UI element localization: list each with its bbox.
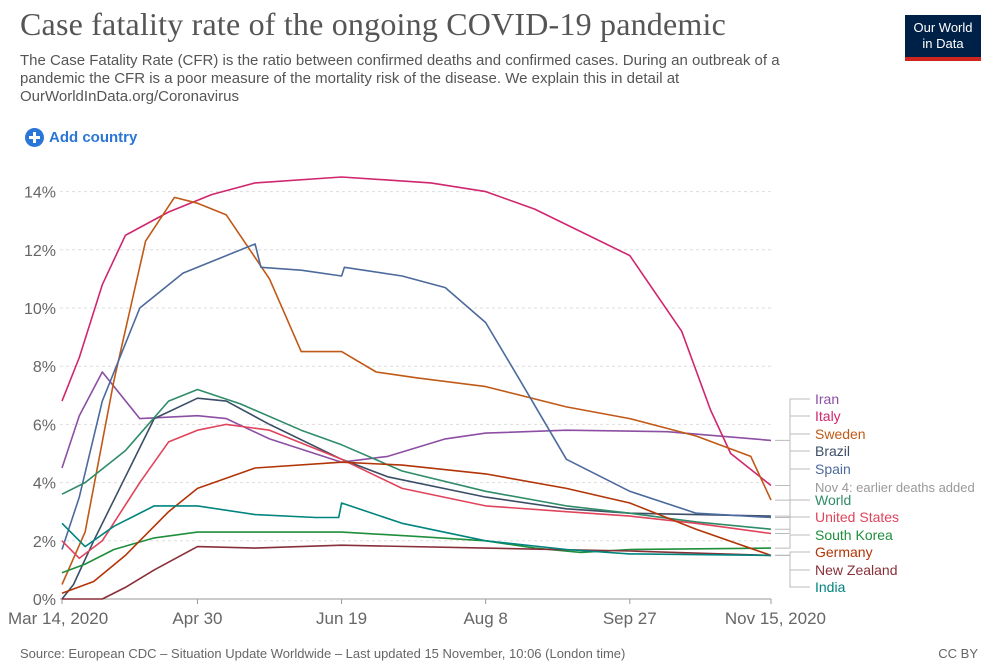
series-line-india	[61, 502, 772, 557]
series-line-united-states	[61, 423, 772, 560]
legend-connector	[775, 433, 810, 501]
legend-label-india: India	[815, 579, 846, 595]
annotation-note: Nov 4: earlier deaths added	[815, 480, 975, 495]
legend-label-world: World	[815, 492, 851, 508]
y-tick-label: 8%	[33, 359, 56, 376]
license-link[interactable]: CC BY	[938, 646, 978, 661]
legend-connector	[775, 551, 810, 556]
x-tick-label: Nov 15, 2020	[725, 609, 826, 628]
legend-connector	[775, 516, 810, 534]
series-line-brazil	[61, 397, 772, 600]
series-line-italy	[61, 176, 772, 487]
series-line-south-korea	[61, 531, 772, 574]
series-line-spain	[61, 243, 772, 550]
source-note: Source: European CDC – Situation Update …	[20, 646, 626, 661]
legend-label-sweden: Sweden	[815, 426, 866, 442]
y-tick-label: 14%	[24, 185, 56, 202]
series-line-germany	[61, 461, 772, 594]
legend-label-south-korea: South Korea	[815, 527, 893, 543]
legend-connector	[775, 534, 810, 549]
legend-label-brazil: Brazil	[815, 443, 850, 459]
y-tick-label: 12%	[24, 243, 56, 260]
add-country-label: Add country	[49, 129, 138, 146]
legend-connector	[775, 499, 810, 530]
legend-label-germany: Germany	[815, 544, 873, 560]
y-tick-label: 2%	[33, 534, 56, 551]
logo-line-2: in Data	[922, 36, 964, 51]
x-tick-label: Jun 19	[316, 609, 367, 628]
legend-label-spain: Spain	[815, 461, 851, 477]
x-tick-label: Aug 8	[463, 609, 507, 628]
legend-connector	[775, 468, 810, 518]
legend-connector	[775, 554, 810, 588]
legend-label-new-zealand: New Zealand	[815, 562, 898, 578]
y-tick-label: 0%	[33, 592, 56, 609]
legend-label-united-states: United States	[815, 509, 899, 525]
x-tick-label: Apr 30	[172, 609, 222, 628]
series-line-new-zealand	[62, 544, 772, 600]
y-tick-label: 6%	[33, 417, 56, 434]
y-tick-label: 4%	[33, 476, 56, 493]
series-line-world	[61, 388, 772, 530]
x-tick-label: Mar 14, 2020	[8, 609, 108, 628]
add-country-button[interactable]: Add country	[25, 128, 137, 147]
chart-subtitle: The Case Fatality Rate (CFR) is the rati…	[20, 52, 780, 105]
x-tick-label: Sep 27	[603, 609, 657, 628]
series-line-iran	[61, 371, 772, 469]
legend-connector	[775, 554, 810, 571]
legend-label-iran: Iran	[815, 391, 839, 407]
y-tick-label: 10%	[24, 301, 56, 318]
legend-connector	[775, 450, 810, 517]
chart-title: Case fatality rate of the ongoing COVID-…	[20, 6, 726, 42]
legend-label-italy: Italy	[815, 408, 841, 424]
series-line-sweden	[61, 196, 772, 585]
logo-line-1: Our World	[913, 20, 973, 35]
owid-logo[interactable]: Our World in Data	[905, 15, 981, 61]
plus-circle-icon	[25, 128, 44, 147]
